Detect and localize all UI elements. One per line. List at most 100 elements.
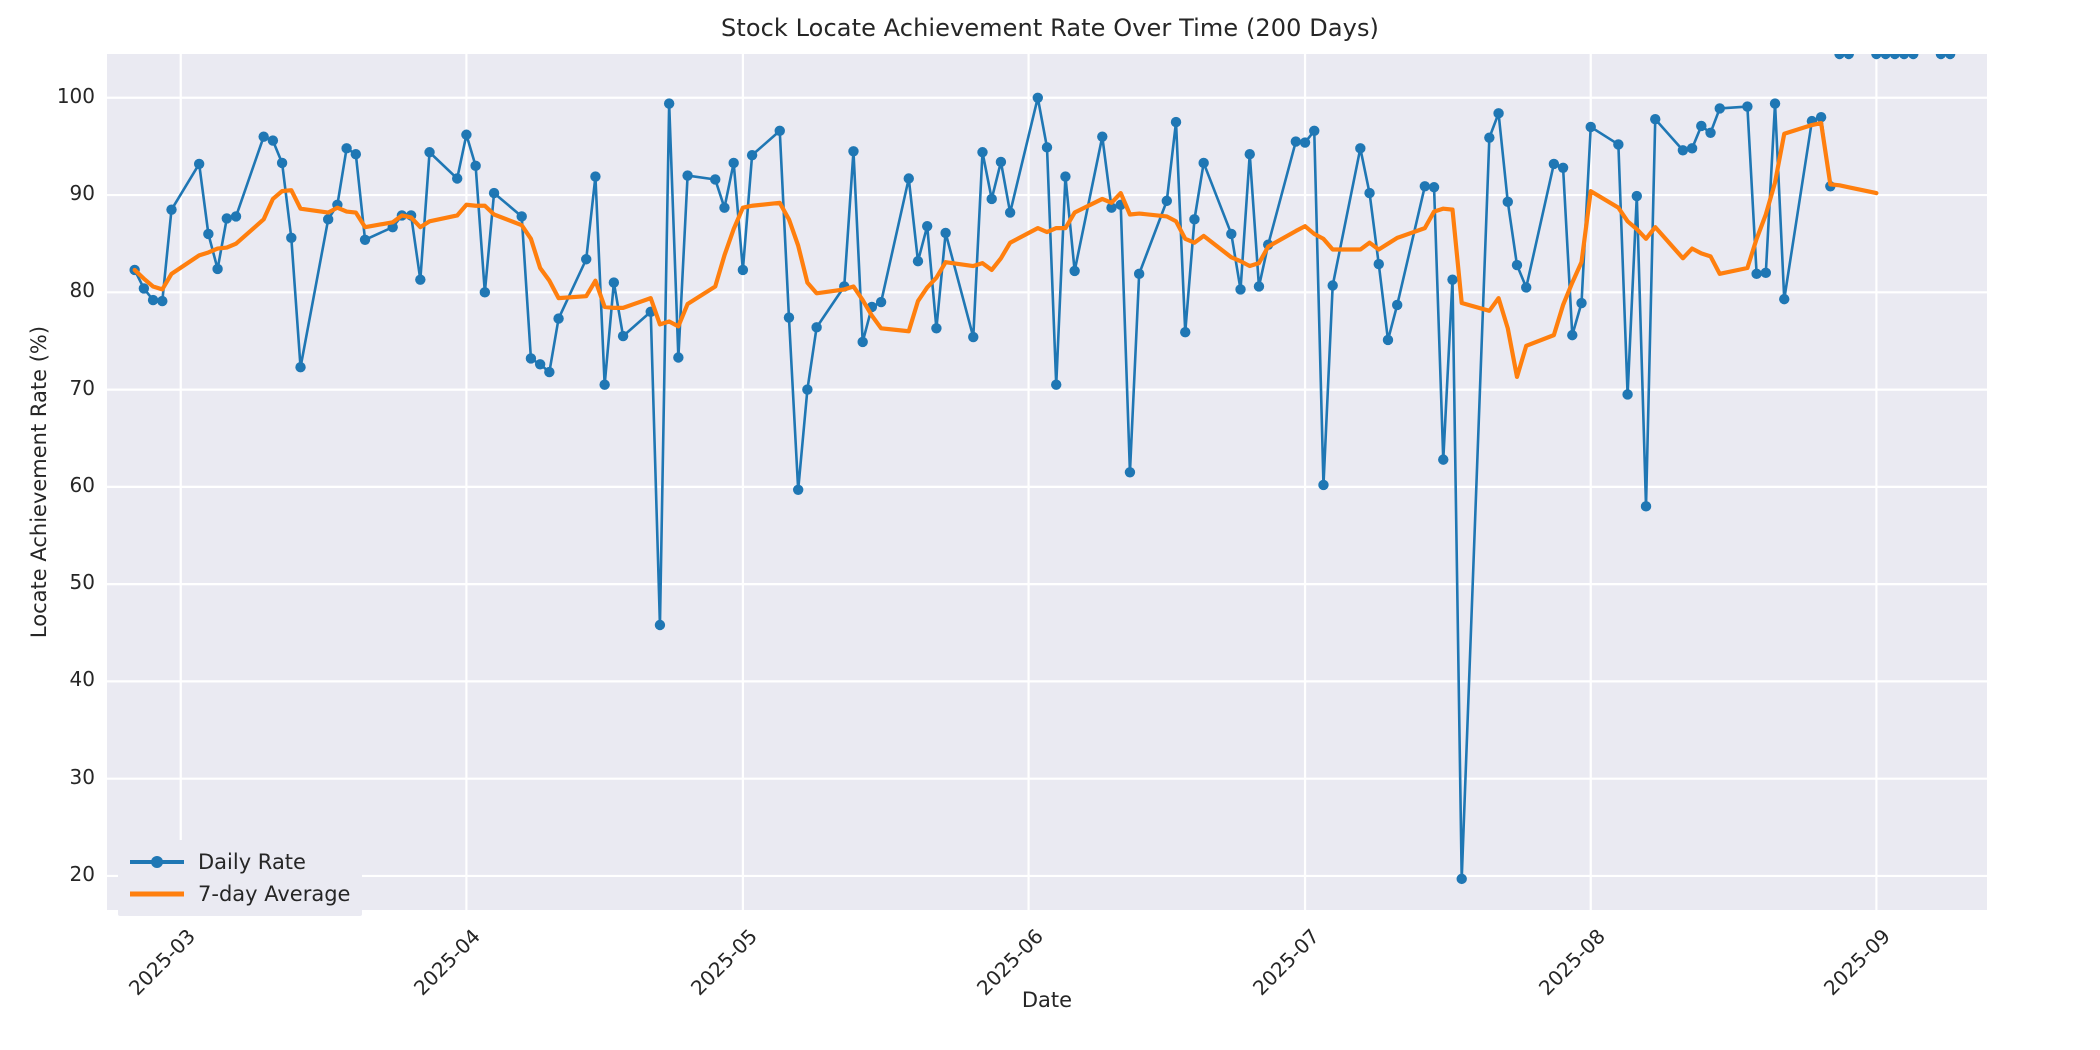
data-point <box>553 313 564 324</box>
data-point <box>147 294 159 306</box>
data-point <box>1392 299 1403 311</box>
data-point <box>728 157 739 169</box>
y-tick-label: 60 <box>69 472 95 497</box>
legend-swatch-7-day-average <box>128 880 186 908</box>
data-point <box>1760 267 1772 279</box>
data-point <box>1355 143 1366 154</box>
data-point <box>138 283 150 294</box>
data-point <box>1696 120 1707 132</box>
data-point <box>1889 54 1901 60</box>
data-point <box>719 202 730 213</box>
data-point <box>1650 113 1661 125</box>
data-point <box>341 143 352 154</box>
data-point <box>1631 190 1643 202</box>
data-point <box>1318 479 1329 491</box>
y-axis-label: Locate Achievement Rate (%) <box>27 325 51 639</box>
data-point <box>1880 54 1891 60</box>
data-point <box>1060 171 1071 182</box>
data-lines <box>129 54 1956 885</box>
data-point <box>1834 54 1845 60</box>
data-point <box>663 98 675 109</box>
data-point <box>968 331 979 343</box>
data-point <box>488 187 500 199</box>
data-point <box>737 264 749 276</box>
data-point <box>203 228 214 240</box>
data-point <box>1041 142 1053 153</box>
y-tick-label: 80 <box>69 278 95 303</box>
legend-item-7-day-average[interactable]: 7-day Average <box>128 880 350 908</box>
data-point <box>276 157 288 169</box>
data-point <box>212 263 223 275</box>
data-point <box>525 353 537 364</box>
data-point <box>922 220 933 232</box>
data-point <box>1244 148 1255 160</box>
data-point <box>470 160 481 172</box>
data-point <box>746 149 758 161</box>
data-point <box>322 214 334 225</box>
data-point <box>1290 136 1302 147</box>
data-point <box>1133 268 1145 280</box>
data-point <box>359 234 371 245</box>
data-point <box>1428 182 1440 193</box>
y-tick-label: 70 <box>69 375 95 400</box>
data-point <box>590 171 601 182</box>
data-point <box>1521 282 1532 293</box>
data-point <box>912 255 924 267</box>
data-point <box>1576 297 1587 309</box>
data-point <box>1327 280 1338 291</box>
data-point <box>875 296 887 308</box>
data-point <box>857 336 868 348</box>
data-point <box>995 156 1007 168</box>
data-point <box>1097 131 1108 142</box>
data-point <box>1309 125 1320 137</box>
data-point <box>1106 202 1117 213</box>
data-point <box>1705 127 1716 138</box>
plot-area <box>107 54 1987 910</box>
data-point <box>774 125 785 137</box>
data-point <box>1456 873 1467 885</box>
grid-lines <box>107 54 1987 910</box>
data-point <box>1779 293 1790 305</box>
data-point <box>1871 54 1882 60</box>
data-point <box>654 619 666 631</box>
data-point <box>1253 281 1265 292</box>
data-point <box>1585 121 1596 133</box>
data-point <box>848 146 859 157</box>
data-point <box>415 274 426 285</box>
data-point <box>157 295 168 307</box>
data-point <box>1944 54 1956 60</box>
data-point <box>193 158 205 170</box>
data-point <box>617 330 629 342</box>
data-point <box>1032 92 1043 103</box>
data-point <box>1493 108 1504 119</box>
data-point <box>608 277 620 288</box>
seven-day-average-line <box>132 120 1879 380</box>
legend-label-daily-rate: Daily Rate <box>198 850 306 874</box>
data-point <box>1686 143 1698 154</box>
data-point <box>1189 214 1200 225</box>
data-point <box>1613 139 1624 150</box>
y-tick-label: 90 <box>69 181 95 206</box>
data-point <box>682 170 693 181</box>
data-point <box>1004 207 1016 218</box>
data-point <box>811 322 822 333</box>
data-point <box>1843 54 1854 60</box>
data-point <box>479 287 491 298</box>
data-point <box>1170 116 1182 128</box>
x-axis-label: Date <box>1021 988 1073 1012</box>
data-point <box>1299 137 1311 148</box>
data-point <box>1364 187 1375 199</box>
data-point <box>1051 379 1062 390</box>
legend[interactable]: Daily Rate 7-day Average <box>118 840 363 916</box>
data-point <box>1677 145 1689 156</box>
data-point <box>710 174 721 185</box>
data-point <box>1438 454 1449 465</box>
legend-swatch-daily-rate <box>128 848 186 876</box>
y-tick-label: 20 <box>69 861 95 886</box>
data-point <box>903 173 914 184</box>
data-point <box>1935 54 1947 60</box>
chart-title: Stock Locate Achievement Rate Over Time … <box>720 14 1380 42</box>
legend-item-daily-rate[interactable]: Daily Rate <box>128 848 350 876</box>
data-point <box>452 173 463 184</box>
